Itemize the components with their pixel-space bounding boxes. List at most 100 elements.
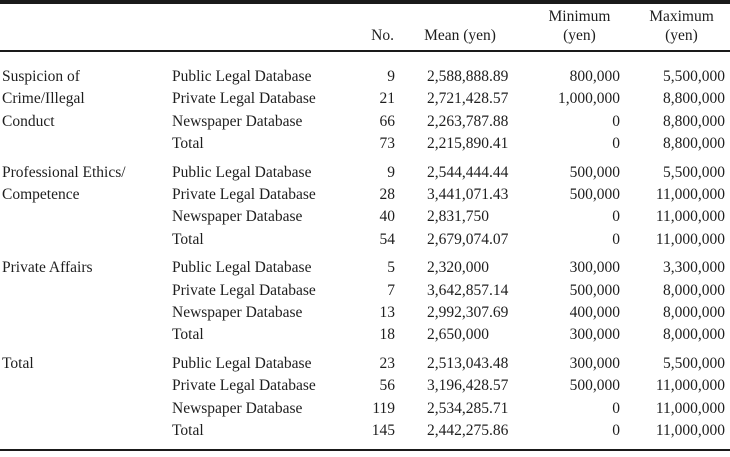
no-cell: 13 xyxy=(379,304,396,322)
max-cell: 5,500,000 xyxy=(663,354,725,372)
section-professional-ethics: Professional Ethics/ Competence Public L… xyxy=(2,162,725,252)
table-row: Public Legal Database 23 2,513,043.48 30… xyxy=(172,353,725,375)
min-cell: 800,000 xyxy=(569,68,620,85)
max-cell: 8,800,000 xyxy=(663,90,725,108)
max-cell: 11,000,000 xyxy=(655,208,725,226)
min-cell: 0 xyxy=(612,230,620,248)
table-row: Private Legal Database 56 3,196,428.57 5… xyxy=(172,375,725,397)
min-cell: 400,000 xyxy=(569,304,620,322)
category-cell: Total xyxy=(2,353,172,443)
mean-cell: 2,215,890.41 xyxy=(427,135,509,153)
category-cell: Suspicion of Crime/Illegal Conduct xyxy=(2,66,172,156)
mean-cell: 2,650,000 xyxy=(427,326,489,344)
min-cell: 0 xyxy=(612,399,620,417)
min-cell: 300,000 xyxy=(569,354,620,372)
column-header-mean: Mean (yen) xyxy=(424,27,496,44)
column-header-maximum-line2: (yen) xyxy=(665,27,698,44)
no-cell: 28 xyxy=(379,186,396,204)
category-cell: Private Affairs xyxy=(2,257,172,347)
table-row: Private Legal Database 21 2,721,428.57 1… xyxy=(172,88,725,110)
no-cell: 40 xyxy=(379,208,396,226)
source-cell: Newspaper Database xyxy=(172,304,303,322)
source-cell: Private Legal Database xyxy=(172,281,316,299)
source-cell: Public Legal Database xyxy=(172,68,312,85)
table-header-rule xyxy=(0,50,730,52)
table-row: Total 145 2,442,275.86 0 11,000,000 xyxy=(172,420,725,442)
table-body: Suspicion of Crime/Illegal Conduct Publi… xyxy=(0,52,730,443)
source-cell: Public Legal Database xyxy=(172,259,312,277)
source-cell: Total xyxy=(172,135,204,153)
min-cell: 500,000 xyxy=(569,163,620,181)
table-row: Public Legal Database 9 2,588,888.89 800… xyxy=(172,66,725,88)
table-row: Public Legal Database 9 2,544,444.44 500… xyxy=(172,162,725,184)
max-cell: 11,000,000 xyxy=(655,399,725,417)
mean-cell: 2,534,285.71 xyxy=(427,399,509,417)
source-cell: Private Legal Database xyxy=(172,90,316,108)
column-header-maximum-line1: Maximum xyxy=(649,8,714,25)
mean-cell: 2,992,307.69 xyxy=(427,304,509,322)
mean-cell: 2,544,444.44 xyxy=(427,163,509,181)
max-cell: 5,500,000 xyxy=(663,163,725,181)
mean-cell: 2,513,043.48 xyxy=(427,354,509,372)
mean-cell: 2,320,000 xyxy=(427,259,489,277)
min-cell: 500,000 xyxy=(569,186,620,204)
source-cell: Total xyxy=(172,326,204,344)
column-header-minimum-line1: Minimum xyxy=(548,8,611,25)
mean-cell: 2,588,888.89 xyxy=(427,68,509,85)
source-cell: Newspaper Database xyxy=(172,399,303,417)
no-cell: 66 xyxy=(379,112,396,130)
table-row: Newspaper Database 66 2,263,787.88 0 8,8… xyxy=(172,111,725,133)
table-row: Public Legal Database 5 2,320,000 300,00… xyxy=(172,257,725,279)
source-cell: Total xyxy=(172,422,204,440)
mean-cell: 2,721,428.57 xyxy=(427,90,509,108)
table-row: Private Legal Database 7 3,642,857.14 50… xyxy=(172,280,725,302)
section-rows: Public Legal Database 23 2,513,043.48 30… xyxy=(172,353,725,443)
section-private-affairs: Private Affairs Public Legal Database 5 … xyxy=(2,257,725,347)
no-cell: 56 xyxy=(379,377,396,395)
table-bottom-rule xyxy=(0,448,730,451)
section-rows: Public Legal Database 5 2,320,000 300,00… xyxy=(172,257,725,347)
table-row: Newspaper Database 13 2,992,307.69 400,0… xyxy=(172,302,725,324)
max-cell: 8,000,000 xyxy=(663,326,725,344)
max-cell: 11,000,000 xyxy=(655,422,725,440)
section-rows: Public Legal Database 9 2,544,444.44 500… xyxy=(172,162,725,252)
no-cell: 9 xyxy=(387,163,395,181)
column-header-minimum-line2: (yen) xyxy=(563,27,596,44)
category-line: Suspicion of xyxy=(2,68,80,85)
table-row: Newspaper Database 40 2,831,750 0 11,000… xyxy=(172,206,725,228)
min-cell: 0 xyxy=(612,112,620,130)
max-cell: 11,000,000 xyxy=(655,377,725,395)
source-cell: Public Legal Database xyxy=(172,163,312,181)
max-cell: 3,300,000 xyxy=(663,259,725,277)
column-header-maximum: Maximum (yen) xyxy=(629,7,730,45)
mean-cell: 2,263,787.88 xyxy=(427,112,509,130)
min-cell: 0 xyxy=(612,208,620,226)
max-cell: 8,800,000 xyxy=(663,112,725,130)
table-row: Total 73 2,215,890.41 0 8,800,000 xyxy=(172,133,725,155)
min-cell: 300,000 xyxy=(569,259,620,277)
category-line: Total xyxy=(2,354,34,372)
max-cell: 11,000,000 xyxy=(655,230,725,248)
no-cell: 73 xyxy=(379,135,396,153)
min-cell: 0 xyxy=(612,422,620,440)
no-cell: 9 xyxy=(387,68,395,85)
category-line: Private Affairs xyxy=(2,259,93,277)
table-row: Newspaper Database 119 2,534,285.71 0 11… xyxy=(172,398,725,420)
table-row: Private Legal Database 28 3,441,071.43 5… xyxy=(172,184,725,206)
max-cell: 5,500,000 xyxy=(663,68,725,85)
no-cell: 23 xyxy=(379,354,396,372)
source-cell: Public Legal Database xyxy=(172,354,312,372)
no-cell: 18 xyxy=(379,326,396,344)
no-cell: 7 xyxy=(387,281,395,299)
source-cell: Newspaper Database xyxy=(172,208,303,226)
max-cell: 8,000,000 xyxy=(663,304,725,322)
min-cell: 300,000 xyxy=(569,326,620,344)
max-cell: 8,000,000 xyxy=(663,281,725,299)
section-suspicion-of-crime: Suspicion of Crime/Illegal Conduct Publi… xyxy=(2,66,725,156)
table-row: Total 54 2,679,074.07 0 11,000,000 xyxy=(172,229,725,251)
max-cell: 11,000,000 xyxy=(655,186,725,204)
mean-cell: 3,196,428.57 xyxy=(427,377,509,395)
column-header-no: No. xyxy=(371,27,394,44)
source-cell: Total xyxy=(172,230,204,248)
